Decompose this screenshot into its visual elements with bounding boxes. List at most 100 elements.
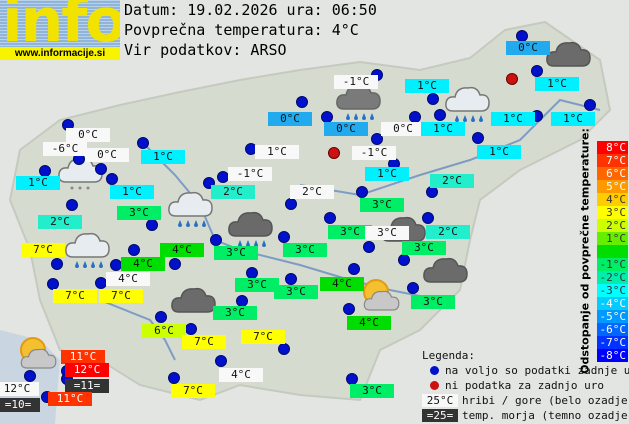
station-temperature-label: 1°C [16, 176, 60, 190]
station-dot[interactable] [343, 303, 355, 315]
station-temperature-label: 1°C [551, 112, 595, 126]
station-temperature-label: =10= [0, 398, 40, 412]
station-temperature-label: -1°C [352, 146, 396, 160]
station-temperature-label: 3°C [214, 246, 258, 260]
station-dot[interactable] [348, 263, 360, 275]
station-temperature-label: 0°C [324, 122, 368, 136]
station-temperature-label: 3°C [283, 243, 327, 257]
legend-available: na voljo so podatki zadnje ure [445, 364, 629, 377]
legend-hill: hribi / gore (belo ozadje) [462, 394, 629, 407]
station-temperature-label: 6°C [142, 324, 186, 338]
scale-step: -4°C [597, 297, 628, 310]
red-dot-icon [430, 381, 439, 390]
weather-cloud-dark-rain-icon [228, 211, 273, 247]
station-temperature-label: 3°C [274, 285, 318, 299]
weather-sun-cloud-icon [20, 337, 57, 369]
weather-cloud-dark-icon [546, 41, 591, 67]
station-dot[interactable] [137, 137, 149, 149]
weather-cloud-dark-icon [171, 287, 216, 313]
legend-sea: temp. morja (temno ozadje) [462, 409, 629, 422]
scale-step: -3°C [597, 284, 628, 297]
station-dot[interactable] [285, 198, 297, 210]
station-temperature-label: 2°C [426, 225, 470, 239]
station-temperature-label: 1°C [365, 167, 409, 181]
deviation-color-scale: 8°C 7°C 6°C 5°C 4°C 3°C 2°C 1°C -1°C -2°C -3°C -4°C… [597, 141, 628, 362]
station-temperature-label: 2°C [38, 215, 82, 229]
station-temperature-label: 0°C [66, 128, 110, 142]
slovenia-territory [8, 20, 612, 402]
station-dot[interactable] [24, 370, 36, 382]
logo-word: info [2, 0, 120, 56]
informacije-logo[interactable]: info www.informacije.si [0, 0, 120, 60]
station-dot[interactable] [169, 258, 181, 270]
weather-sun-cloud-icon [363, 279, 400, 311]
scale-step: 7°C [597, 154, 628, 167]
station-dot[interactable] [531, 65, 543, 77]
station-temperature-label: 0°C [506, 41, 550, 55]
station-temperature-label: 3°C [213, 306, 257, 320]
station-dot[interactable] [146, 219, 158, 231]
station-dot[interactable] [278, 231, 290, 243]
legend-sea-sample: =25= [422, 409, 458, 422]
station-dot[interactable] [210, 234, 222, 246]
scale-step: 4°C [597, 193, 628, 206]
station-dot[interactable] [106, 173, 118, 185]
station-dot[interactable] [185, 323, 197, 335]
station-dot[interactable] [296, 96, 308, 108]
average-temperature: Povprečna temperatura: 4°C [124, 21, 359, 39]
station-temperature-label: 1°C [141, 150, 185, 164]
station-dot[interactable] [371, 133, 383, 145]
station-dot[interactable] [51, 258, 63, 270]
station-dot[interactable] [66, 199, 78, 211]
station-temperature-label: 7°C [21, 243, 65, 257]
scale-step: -2°C [597, 271, 628, 284]
station-dot[interactable] [584, 99, 596, 111]
station-temperature-label: 0°C [268, 112, 312, 126]
logo-url[interactable]: www.informacije.si [0, 47, 120, 60]
station-dot[interactable] [356, 186, 368, 198]
station-dot[interactable] [215, 355, 227, 367]
station-dot[interactable] [95, 163, 107, 175]
station-temperature-label: 1°C [491, 112, 535, 126]
station-temperature-label: 1°C [421, 122, 465, 136]
station-temperature-label: 4°C [106, 272, 150, 286]
scale-step [597, 245, 628, 258]
station-temperature-label: 3°C [360, 198, 404, 212]
scale-step: -5°C [597, 310, 628, 323]
station-dot[interactable] [427, 93, 439, 105]
station-dot[interactable] [278, 343, 290, 355]
station-dot[interactable] [324, 212, 336, 224]
station-temperature-label: 7°C [99, 289, 143, 303]
station-temperature-label: 7°C [241, 330, 285, 344]
scale-step: 2°C [597, 219, 628, 232]
station-no-data-dot[interactable] [506, 73, 518, 85]
station-temperature-label: 12°C [0, 382, 39, 396]
station-temperature-label: 4°C [121, 257, 165, 271]
station-temperature-label: 3°C [402, 241, 446, 255]
station-temperature-label: =11= [65, 379, 109, 393]
station-dot[interactable] [472, 132, 484, 144]
station-dot[interactable] [422, 212, 434, 224]
station-temperature-label: 7°C [182, 335, 226, 349]
station-dot[interactable] [434, 109, 446, 121]
station-temperature-label: -6°C [43, 142, 87, 156]
station-temperature-label: 4°C [160, 243, 204, 257]
station-temperature-label: 1°C [110, 185, 154, 199]
station-dot[interactable] [285, 273, 297, 285]
legend: Legenda: na voljo so podatki zadnje ure … [422, 348, 629, 423]
station-dot[interactable] [168, 372, 180, 384]
blue-dot-icon [430, 366, 439, 375]
station-dot[interactable] [128, 244, 140, 256]
station-dot[interactable] [363, 241, 375, 253]
station-temperature-label: -1°C [228, 167, 272, 181]
station-no-data-dot[interactable] [328, 147, 340, 159]
date-time: Datum: 19.02.2026 ura: 06:50 [124, 1, 377, 19]
scale-title: Odstopanje od povprečne temperature: [578, 128, 592, 374]
scale-step: -8°C [597, 349, 628, 362]
station-dot[interactable] [407, 282, 419, 294]
station-temperature-label: 4°C [320, 277, 364, 291]
station-dot[interactable] [398, 254, 410, 266]
station-dot[interactable] [155, 311, 167, 323]
station-temperature-label: 0°C [85, 148, 129, 162]
station-temperature-label: 0°C [381, 122, 425, 136]
